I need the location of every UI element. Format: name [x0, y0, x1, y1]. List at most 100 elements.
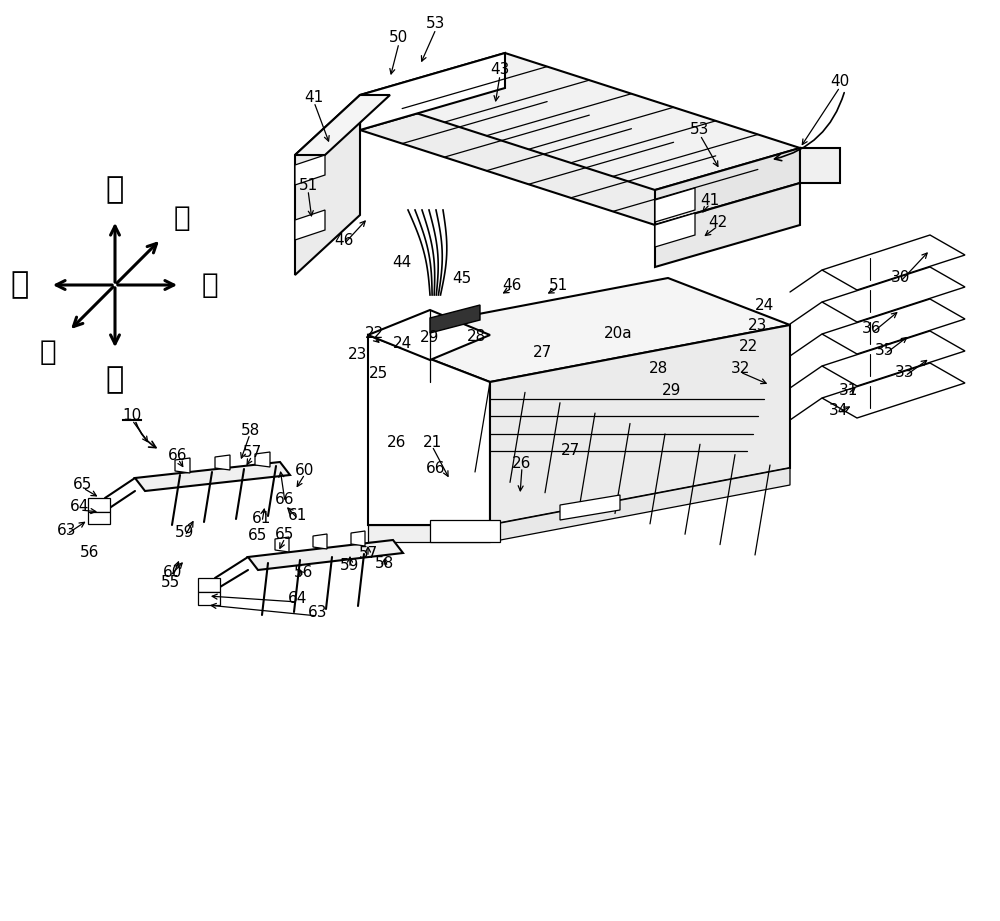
Text: 45: 45 — [452, 271, 472, 286]
Polygon shape — [490, 325, 790, 525]
Text: 56: 56 — [294, 565, 314, 579]
Text: 下: 下 — [106, 366, 124, 394]
Polygon shape — [295, 155, 325, 185]
Text: 46: 46 — [502, 277, 522, 293]
Text: 61: 61 — [252, 510, 272, 526]
Polygon shape — [360, 88, 800, 225]
Text: 23: 23 — [748, 318, 768, 332]
Text: 34: 34 — [828, 402, 848, 417]
Text: 43: 43 — [490, 63, 510, 77]
Polygon shape — [368, 525, 490, 542]
Polygon shape — [360, 53, 800, 190]
Text: 31: 31 — [838, 382, 858, 398]
Text: 25: 25 — [368, 366, 388, 380]
Text: 24: 24 — [393, 335, 413, 351]
Text: 上: 上 — [106, 176, 124, 204]
Text: 前: 前 — [40, 338, 56, 367]
Polygon shape — [822, 363, 965, 418]
Polygon shape — [351, 531, 365, 546]
Polygon shape — [822, 235, 965, 290]
Text: 64: 64 — [70, 498, 90, 514]
Polygon shape — [368, 278, 790, 382]
Text: 22: 22 — [364, 325, 384, 341]
Text: 51: 51 — [548, 277, 568, 293]
Text: 29: 29 — [662, 382, 682, 398]
Polygon shape — [198, 592, 220, 605]
Polygon shape — [295, 210, 325, 240]
Text: 55: 55 — [160, 575, 180, 589]
Text: 66: 66 — [275, 492, 295, 507]
Polygon shape — [655, 213, 695, 247]
Polygon shape — [822, 331, 965, 386]
Text: 59: 59 — [340, 557, 360, 573]
Text: 60: 60 — [163, 565, 183, 579]
Text: 65: 65 — [275, 527, 295, 542]
Text: 22: 22 — [738, 339, 758, 354]
Polygon shape — [822, 267, 965, 322]
Text: 后: 后 — [174, 204, 190, 232]
Text: 24: 24 — [754, 297, 774, 312]
Polygon shape — [198, 578, 220, 592]
Text: 28: 28 — [467, 329, 487, 344]
Text: 58: 58 — [374, 555, 394, 570]
Text: 20a: 20a — [604, 325, 632, 341]
Text: 右: 右 — [202, 271, 218, 299]
Polygon shape — [655, 183, 800, 267]
Polygon shape — [295, 95, 390, 155]
Polygon shape — [215, 455, 230, 470]
Text: 21: 21 — [422, 435, 442, 449]
Polygon shape — [430, 520, 500, 542]
Polygon shape — [655, 148, 800, 225]
Text: 32: 32 — [730, 360, 750, 376]
Text: 28: 28 — [648, 360, 668, 376]
Polygon shape — [430, 305, 480, 333]
Polygon shape — [135, 462, 290, 491]
Text: 26: 26 — [512, 456, 532, 471]
Text: 23: 23 — [348, 346, 368, 362]
Text: 41: 41 — [304, 89, 324, 104]
Text: 63: 63 — [308, 604, 328, 620]
Text: 30: 30 — [890, 270, 910, 285]
Text: 57: 57 — [358, 545, 378, 561]
Text: 26: 26 — [387, 435, 407, 449]
Text: 44: 44 — [392, 254, 412, 270]
Polygon shape — [368, 335, 490, 525]
Text: 61: 61 — [288, 507, 308, 522]
Text: 63: 63 — [57, 522, 77, 538]
Polygon shape — [275, 537, 289, 552]
Text: 41: 41 — [700, 192, 720, 207]
Text: 左: 左 — [11, 271, 29, 299]
Text: 64: 64 — [288, 590, 308, 605]
Polygon shape — [368, 310, 490, 360]
Text: 50: 50 — [389, 30, 409, 45]
Text: 51: 51 — [298, 178, 318, 192]
Polygon shape — [175, 458, 190, 473]
Polygon shape — [248, 540, 403, 570]
Text: 53: 53 — [426, 17, 446, 31]
Text: 66: 66 — [168, 448, 188, 462]
Polygon shape — [360, 53, 505, 130]
Text: 27: 27 — [560, 442, 580, 458]
Text: 56: 56 — [80, 544, 100, 559]
Polygon shape — [310, 95, 360, 225]
Text: 66: 66 — [426, 460, 446, 475]
Text: 35: 35 — [875, 343, 895, 357]
Polygon shape — [655, 188, 695, 222]
Text: 27: 27 — [533, 344, 553, 359]
Text: 29: 29 — [420, 330, 440, 344]
Text: 33: 33 — [895, 365, 915, 379]
Text: 58: 58 — [240, 423, 260, 437]
Text: 42: 42 — [708, 215, 728, 229]
Polygon shape — [88, 512, 110, 524]
Text: 36: 36 — [862, 321, 882, 335]
Polygon shape — [800, 148, 840, 183]
Text: 57: 57 — [242, 445, 262, 460]
Polygon shape — [490, 468, 790, 542]
Polygon shape — [313, 534, 327, 549]
Text: 60: 60 — [295, 462, 315, 477]
Text: 46: 46 — [334, 232, 354, 248]
Text: 40: 40 — [830, 75, 850, 89]
Text: 53: 53 — [690, 122, 710, 137]
Text: 65: 65 — [73, 476, 93, 492]
Text: 10: 10 — [122, 407, 142, 423]
